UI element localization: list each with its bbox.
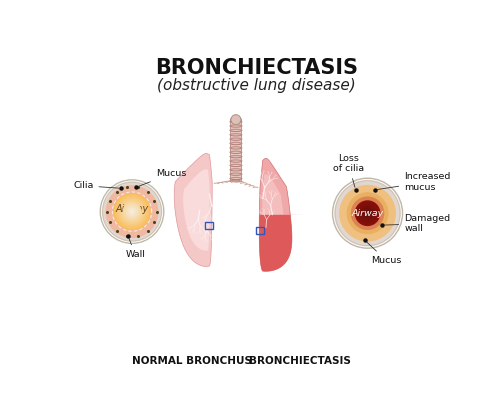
Circle shape [339,185,396,242]
Circle shape [128,208,136,215]
Text: NORMAL BRONCHUS: NORMAL BRONCHUS [132,356,252,366]
Circle shape [116,196,148,227]
Circle shape [126,206,138,217]
Circle shape [125,204,140,219]
Text: Increased
mucus: Increased mucus [378,172,450,191]
Circle shape [358,204,376,222]
Circle shape [366,212,369,215]
Polygon shape [174,153,212,266]
Circle shape [124,203,141,220]
Circle shape [120,199,144,224]
Circle shape [116,195,148,228]
Circle shape [100,180,164,243]
Circle shape [361,207,374,220]
Text: Wall: Wall [126,238,145,259]
Text: Airway: Airway [116,204,148,214]
Circle shape [130,209,134,214]
Circle shape [351,197,384,230]
Text: Airway: Airway [352,209,384,218]
Circle shape [114,193,150,230]
Circle shape [231,115,241,124]
Circle shape [115,194,149,229]
Circle shape [366,212,368,214]
Text: Damaged
wall: Damaged wall [384,214,450,233]
Circle shape [364,210,371,217]
Circle shape [114,194,150,230]
Circle shape [106,185,158,238]
Text: Mucus: Mucus [138,169,186,186]
Circle shape [356,202,379,225]
Circle shape [122,202,142,221]
Circle shape [364,209,372,217]
Circle shape [363,208,372,218]
Polygon shape [183,169,210,251]
Circle shape [118,197,146,226]
Circle shape [356,201,380,225]
Text: BRONCHIECTASIS: BRONCHIECTASIS [155,58,358,78]
Circle shape [354,200,380,226]
Polygon shape [262,174,283,215]
Circle shape [120,200,144,223]
Text: Mucus: Mucus [366,242,402,265]
Circle shape [357,203,378,224]
Circle shape [117,197,147,227]
Text: BRONCHIECTASIS: BRONCHIECTASIS [249,356,350,366]
FancyBboxPatch shape [230,119,241,182]
Circle shape [362,207,374,219]
Circle shape [360,206,375,220]
Text: Cilia: Cilia [73,181,118,190]
Circle shape [127,207,137,217]
Circle shape [118,198,146,225]
Polygon shape [259,215,304,271]
Circle shape [364,210,370,216]
Circle shape [366,211,370,215]
Circle shape [332,178,402,248]
Circle shape [131,210,133,213]
Circle shape [124,204,140,220]
Circle shape [356,202,378,224]
Text: (obstructive lung disease): (obstructive lung disease) [157,78,356,93]
Circle shape [362,208,373,219]
Circle shape [122,201,142,222]
Circle shape [360,205,376,221]
Circle shape [358,204,378,223]
Circle shape [346,192,389,234]
Circle shape [359,204,376,222]
Text: Loss
of cilia: Loss of cilia [333,154,364,187]
Circle shape [126,205,138,218]
Polygon shape [259,158,292,271]
Circle shape [121,201,143,222]
Circle shape [128,207,136,216]
Circle shape [130,210,134,214]
